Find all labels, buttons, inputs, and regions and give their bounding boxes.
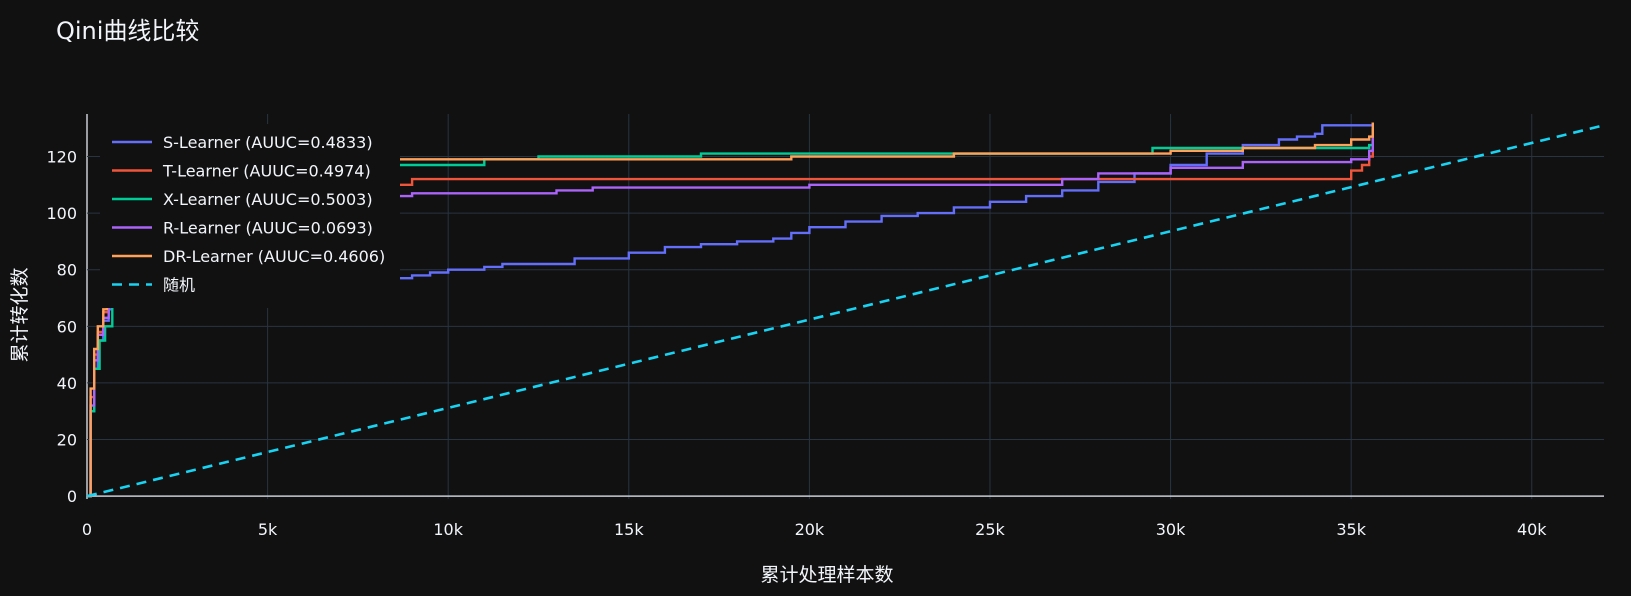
legend-label: R-Learner (AUUC=0.0693) bbox=[163, 219, 373, 238]
y-tick-label: 80 bbox=[57, 261, 77, 280]
legend-label: DR-Learner (AUUC=0.4606) bbox=[163, 247, 385, 266]
x-axis-title: 累计处理样本数 bbox=[760, 564, 893, 586]
legend-label: 随机 bbox=[163, 276, 195, 295]
legend-label: X-Learner (AUUC=0.5003) bbox=[163, 190, 373, 209]
y-tick-label: 0 bbox=[67, 487, 77, 506]
legend-item-3[interactable]: R-Learner (AUUC=0.0693) bbox=[112, 219, 373, 238]
x-tick-label: 5k bbox=[258, 520, 278, 539]
legend-background bbox=[100, 124, 400, 308]
x-tick-label: 20k bbox=[795, 520, 825, 539]
x-tick-label: 15k bbox=[614, 520, 644, 539]
y-tick-label: 40 bbox=[57, 374, 77, 393]
legend-label: T-Learner (AUUC=0.4974) bbox=[162, 162, 371, 181]
y-tick-label: 20 bbox=[57, 431, 77, 450]
y-axis-title: 累计转化数 bbox=[9, 267, 31, 362]
legend-item-4[interactable]: DR-Learner (AUUC=0.4606) bbox=[112, 247, 385, 266]
legend-item-0[interactable]: S-Learner (AUUC=0.4833) bbox=[112, 133, 373, 152]
legend-item-2[interactable]: X-Learner (AUUC=0.5003) bbox=[112, 190, 373, 209]
y-tick-label: 120 bbox=[46, 147, 77, 166]
x-tick-label: 35k bbox=[1336, 520, 1366, 539]
legend-item-1[interactable]: T-Learner (AUUC=0.4974) bbox=[112, 162, 371, 181]
y-tick-label: 60 bbox=[57, 317, 77, 336]
x-tick-label: 10k bbox=[433, 520, 463, 539]
x-tick-label: 30k bbox=[1156, 520, 1186, 539]
y-tick-label: 100 bbox=[46, 204, 77, 223]
series-line-5 bbox=[86, 124, 1605, 498]
legend-item-5[interactable]: 随机 bbox=[112, 276, 195, 295]
x-tick-label: 40k bbox=[1517, 520, 1547, 539]
x-tick-label: 25k bbox=[975, 520, 1005, 539]
series-line-4 bbox=[87, 122, 1374, 498]
chart-title: Qini曲线比较 bbox=[56, 17, 199, 45]
series-line-2 bbox=[87, 128, 1374, 498]
x-tick-label: 0 bbox=[82, 520, 92, 539]
legend-label: S-Learner (AUUC=0.4833) bbox=[163, 133, 373, 152]
legend[interactable]: S-Learner (AUUC=0.4833) T-Learner (AUUC=0… bbox=[100, 124, 400, 308]
tick-labels: 0 5k 10k 15k 20k 25k 30k 35k 40k 0 20 40 60 80 100 120 bbox=[46, 147, 1547, 539]
